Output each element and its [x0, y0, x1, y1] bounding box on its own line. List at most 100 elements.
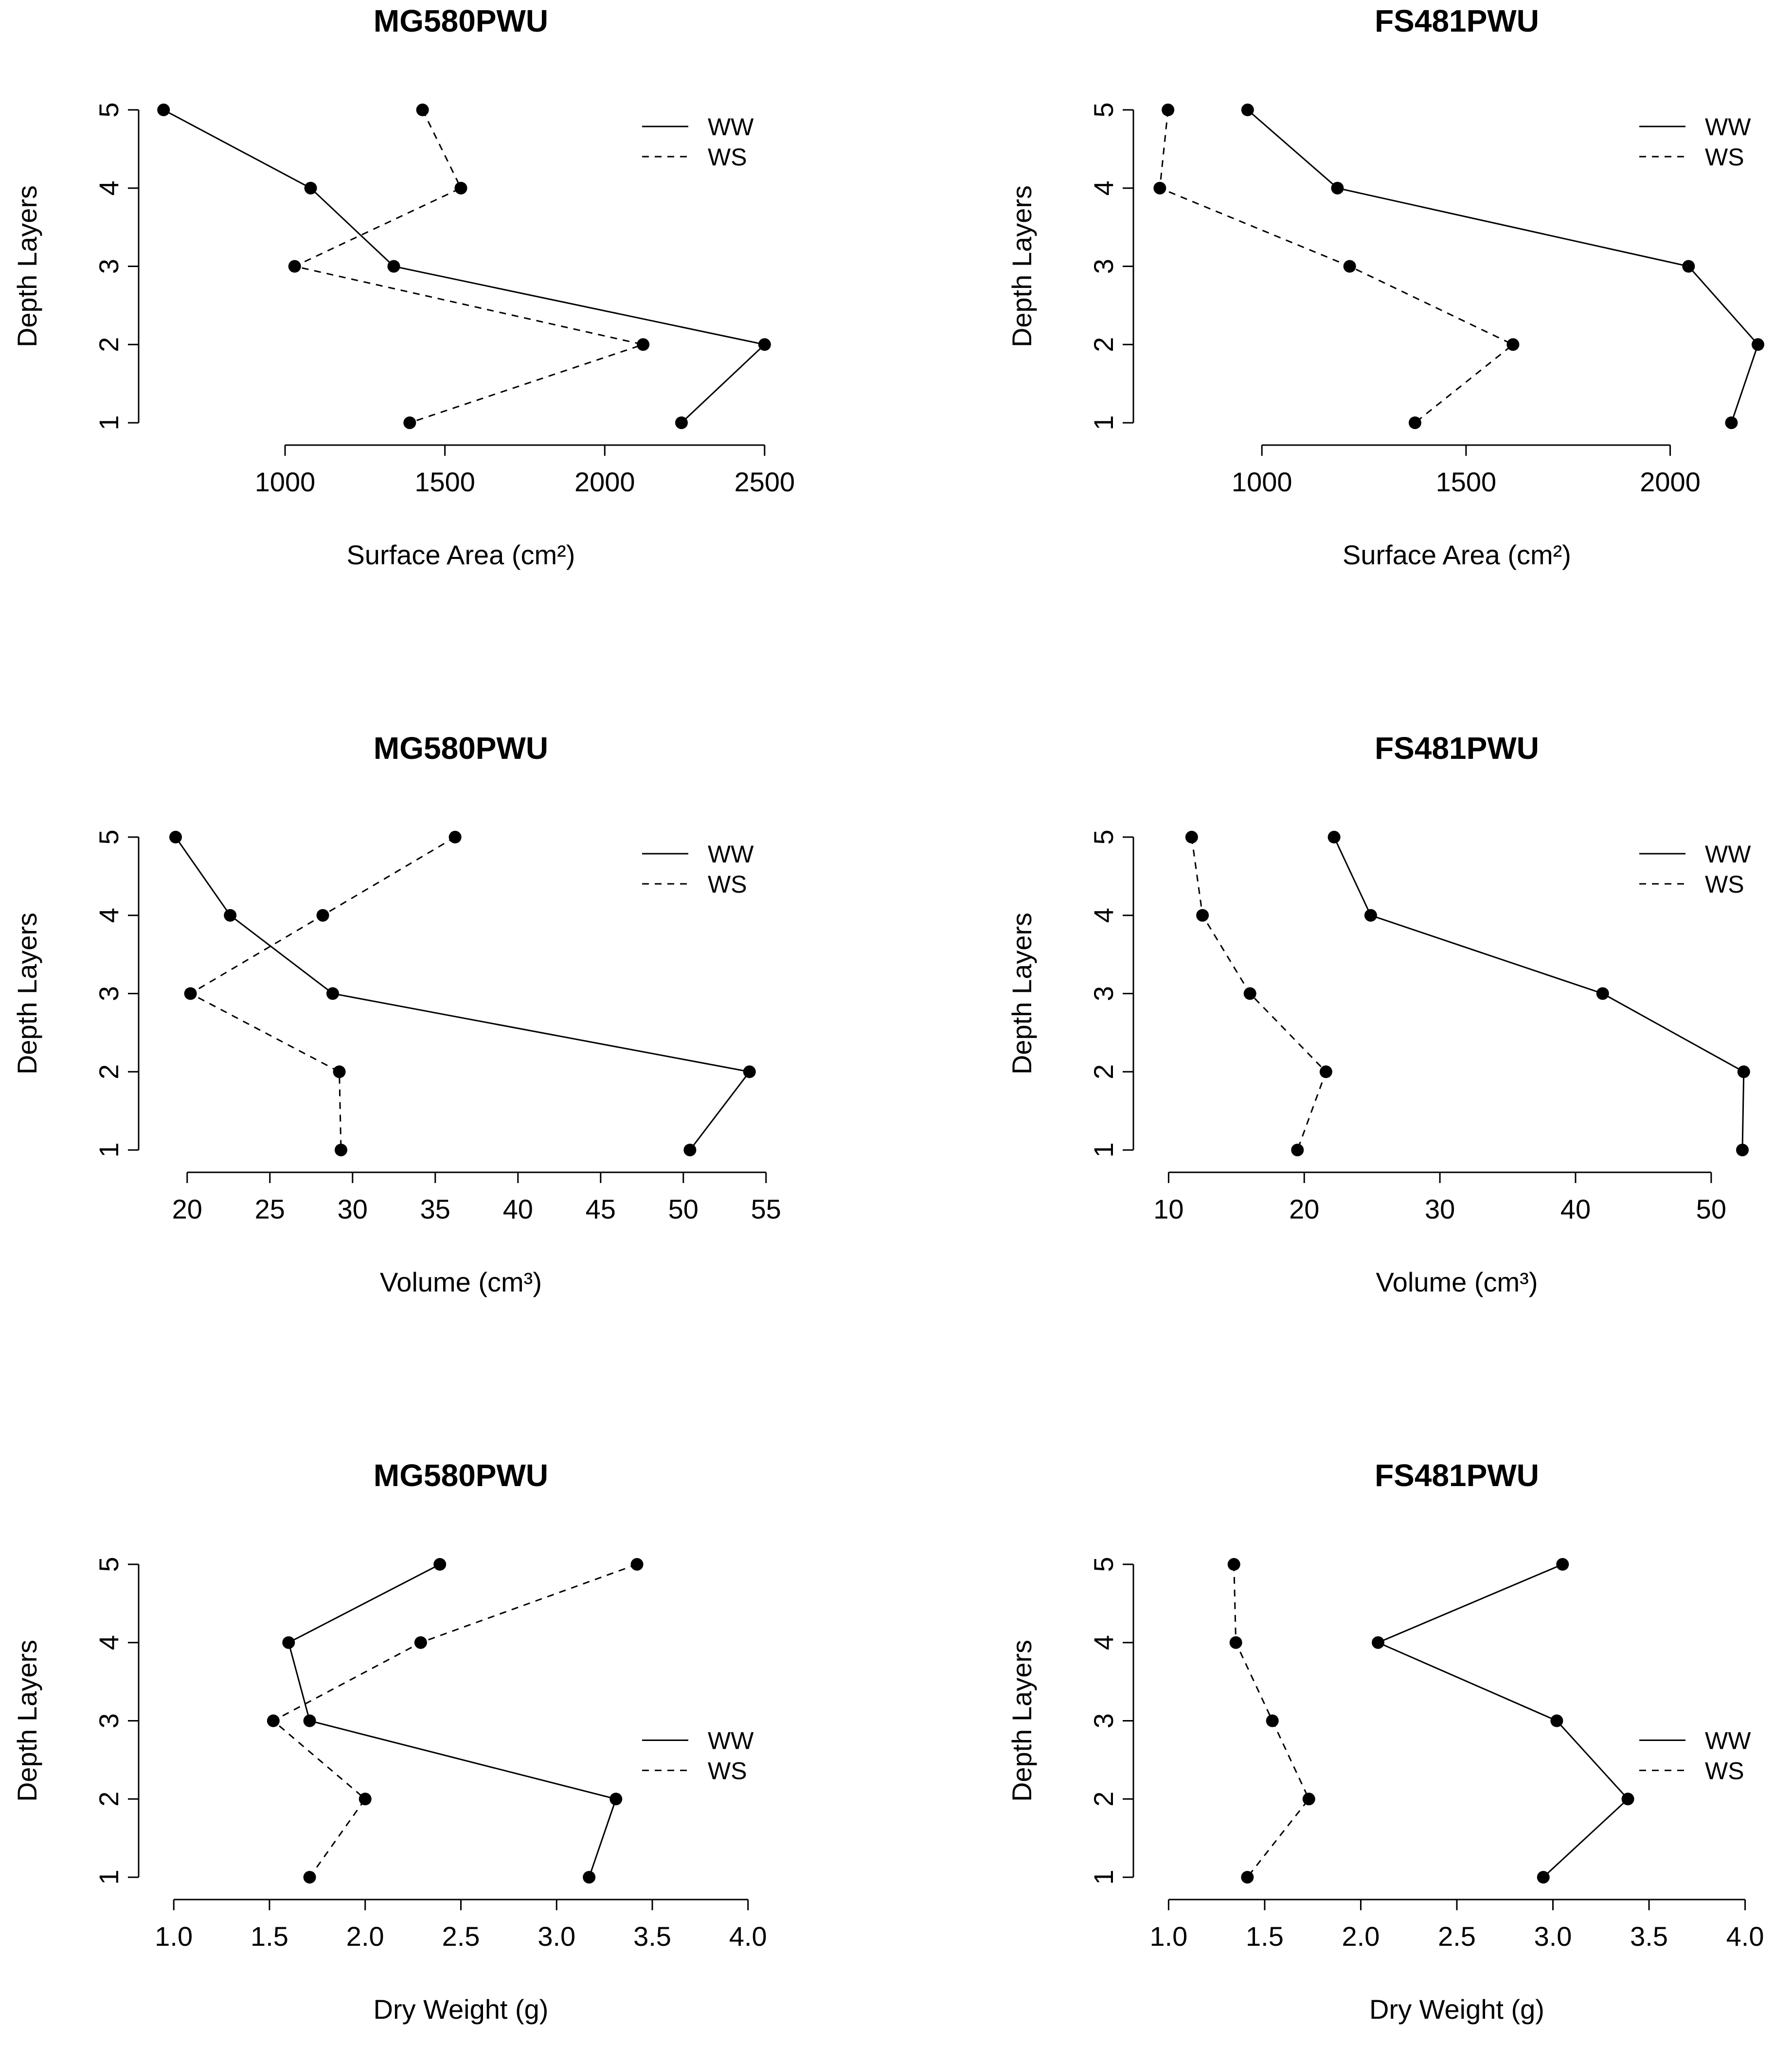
- data-point-ws: [1196, 909, 1209, 922]
- x-tick-label: 40: [503, 1194, 533, 1224]
- data-point-ws: [303, 1871, 316, 1884]
- x-tick-label: 3.0: [538, 1921, 575, 1952]
- data-point-ww: [282, 1636, 295, 1649]
- x-tick-label: 1000: [255, 466, 316, 497]
- chart-title: MG580PWU: [374, 731, 548, 766]
- data-point-ww: [1550, 1714, 1563, 1727]
- y-tick-label: 5: [93, 829, 124, 844]
- y-tick-label: 2: [93, 337, 124, 352]
- data-point-ww: [683, 1144, 697, 1157]
- x-tick-label: 2500: [735, 466, 795, 497]
- legend: WW WS: [1639, 841, 1751, 898]
- data-point-ws: [184, 987, 197, 1000]
- data-point-ww: [1725, 416, 1738, 430]
- legend: WW WS: [1639, 1727, 1751, 1785]
- data-point-ws: [1243, 987, 1256, 1000]
- y-axis-label: Depth Layers: [1006, 185, 1037, 347]
- chart-title: FS481PWU: [1375, 1458, 1539, 1493]
- series-line-ww: [1376, 1563, 1629, 1878]
- series-line-ws: [292, 109, 646, 424]
- x-tick-label: 2000: [1640, 466, 1701, 497]
- chart-title: MG580PWU: [374, 1458, 548, 1493]
- data-point-ww: [387, 260, 400, 273]
- y-tick-label: 3: [93, 986, 124, 1001]
- x-axis-label: Surface Area (cm²): [1343, 539, 1571, 570]
- data-point-ws: [1266, 1714, 1279, 1727]
- y-tick-label: 1: [93, 1143, 124, 1158]
- data-point-ww: [1621, 1793, 1634, 1806]
- data-point-ww: [303, 1714, 316, 1727]
- x-axis-label: Volume (cm³): [1376, 1267, 1538, 1297]
- x-tick-label: 30: [1425, 1194, 1455, 1224]
- y-tick-label: 4: [93, 908, 124, 923]
- legend-label-ww: WW: [1705, 113, 1751, 141]
- data-point-ww: [1372, 1636, 1385, 1649]
- x-tick-label: 50: [1696, 1194, 1726, 1224]
- chart-panel-5: MG580PWU 1.0 1.5 2.0 2.5 3.0 3.5 4.0 1 2 3 4 5 Dry We…: [12, 1458, 767, 2025]
- data-point-ws: [1319, 1065, 1332, 1078]
- series-line-ws: [1159, 109, 1515, 424]
- data-point-ww: [758, 338, 771, 351]
- series-line-ww: [287, 1563, 617, 1878]
- x-tick-label: 2.5: [442, 1921, 480, 1952]
- y-tick-label: 3: [93, 259, 124, 274]
- data-point-ws: [637, 338, 650, 351]
- x-tick-label: 30: [338, 1194, 368, 1224]
- y-tick-label: 1: [93, 415, 124, 431]
- y-tick-label: 5: [93, 1557, 124, 1572]
- data-point-ws: [335, 1144, 347, 1157]
- data-point-ws: [414, 1636, 427, 1649]
- data-point-ws: [1408, 416, 1421, 430]
- data-point-ws: [1302, 1793, 1315, 1806]
- x-tick-label: 1500: [414, 466, 475, 497]
- data-point-ws: [454, 181, 467, 195]
- legend: WW WS: [642, 841, 754, 898]
- data-point-ww: [1556, 1558, 1569, 1571]
- y-tick-label: 4: [93, 1635, 124, 1650]
- x-tick-label: 25: [255, 1194, 285, 1224]
- data-point-ws: [1229, 1636, 1242, 1649]
- legend-label-ww: WW: [708, 841, 754, 868]
- data-point-ww: [1682, 260, 1695, 273]
- data-point-ww: [1331, 181, 1344, 195]
- data-point-ws: [316, 909, 329, 922]
- data-point-ww: [1364, 909, 1377, 922]
- y-tick-label: 2: [1088, 337, 1119, 352]
- data-point-ws: [1153, 181, 1166, 195]
- chart-title: FS481PWU: [1375, 3, 1539, 38]
- x-tick-label: 1000: [1232, 466, 1292, 497]
- data-point-ww: [169, 830, 182, 843]
- x-tick-label: 2.0: [346, 1921, 384, 1952]
- data-point-ws: [416, 103, 429, 116]
- legend: WW WS: [642, 113, 754, 171]
- x-tick-label: 3.5: [1630, 1921, 1668, 1952]
- data-point-ww: [224, 909, 237, 922]
- data-point-ws: [288, 260, 301, 273]
- chart-panel-2: FS481PWU 1000 1500 2000 1 2 3 4 5 Surface Area (c…: [1006, 3, 1765, 570]
- series-line-ww: [175, 837, 751, 1151]
- x-tick-label: 20: [172, 1194, 202, 1224]
- data-point-ws: [1185, 830, 1198, 843]
- data-point-ws: [630, 1558, 644, 1571]
- data-point-ww: [743, 1065, 756, 1078]
- data-point-ws: [267, 1714, 280, 1727]
- y-tick-label: 5: [1088, 829, 1119, 844]
- data-point-ws: [358, 1793, 372, 1806]
- y-tick-label: 5: [1088, 102, 1119, 117]
- y-axis-label: Depth Layers: [12, 185, 42, 347]
- data-point-ww: [609, 1793, 623, 1806]
- y-tick-label: 3: [1088, 1713, 1119, 1728]
- x-tick-label: 45: [586, 1194, 616, 1224]
- y-tick-label: 5: [93, 102, 124, 117]
- data-point-ww: [1537, 1871, 1550, 1884]
- y-tick-label: 1: [93, 1870, 124, 1885]
- x-tick-label: 2000: [574, 466, 635, 497]
- data-point-ws: [1162, 103, 1175, 116]
- x-tick-label: 50: [668, 1194, 699, 1224]
- data-point-ww: [1241, 103, 1254, 116]
- y-tick-label: 4: [1088, 908, 1119, 923]
- data-point-ww: [583, 1871, 596, 1884]
- data-point-ws: [1291, 1144, 1304, 1157]
